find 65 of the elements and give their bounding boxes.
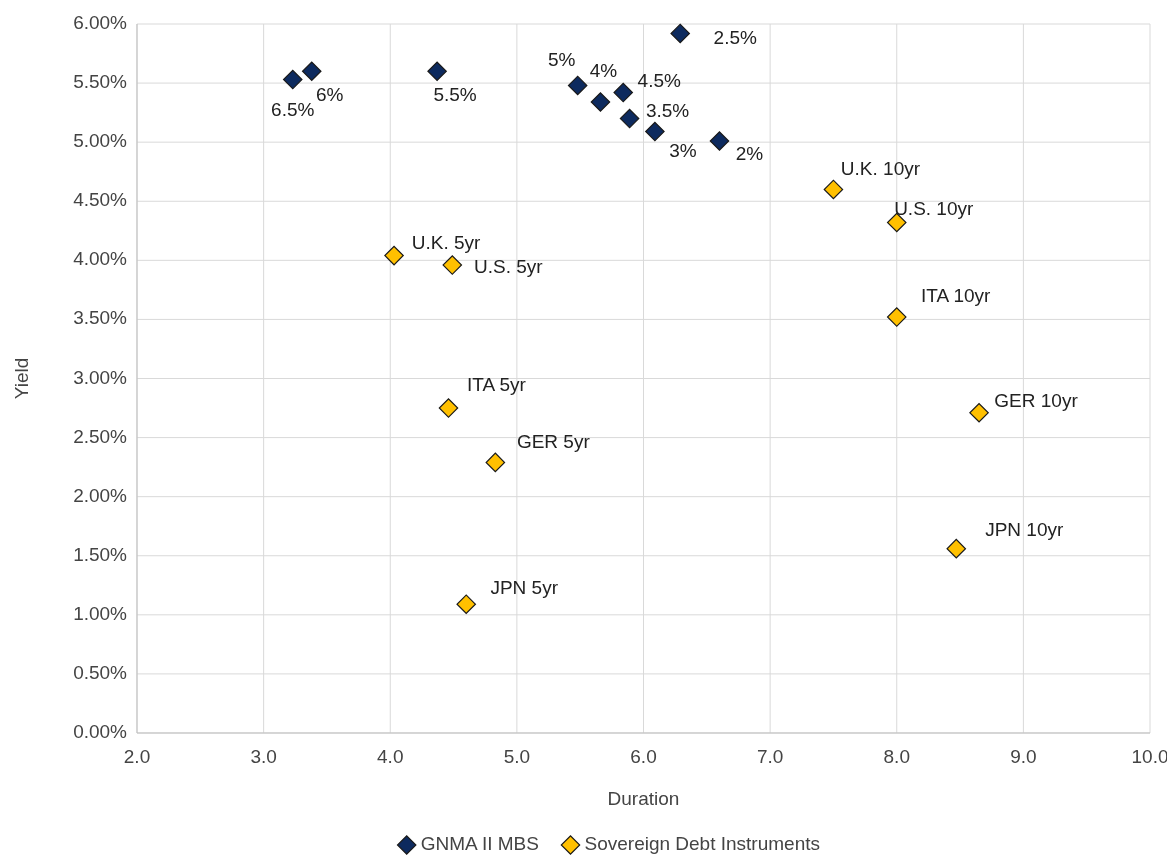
annotation: 3.5% — [645, 99, 690, 121]
x-tick-label: 6.0 — [630, 746, 657, 767]
point — [301, 61, 322, 82]
point — [456, 594, 477, 614]
annotation: U.K. 5yr — [411, 231, 482, 253]
point — [442, 255, 463, 275]
point — [282, 69, 303, 90]
point — [670, 23, 691, 44]
y-tick-label: 2.00% — [73, 484, 128, 506]
annotation: 4% — [589, 60, 618, 82]
annotation: JPN 10yr — [985, 518, 1064, 540]
y-tick-label: 4.50% — [73, 189, 128, 211]
point — [438, 398, 459, 418]
annotation: U.K. 10yr — [840, 158, 921, 180]
annotation: 3% — [669, 139, 697, 161]
annotation: U.S. 5yr — [473, 256, 544, 278]
annotation: JPN 5yr — [490, 577, 559, 599]
point — [823, 179, 844, 200]
annotation: 5% — [547, 49, 576, 71]
annotation: GER 5yr — [516, 431, 591, 453]
y-tick-label: 2.50% — [73, 425, 128, 447]
point — [619, 108, 640, 129]
annotation: 6.5% — [271, 98, 315, 120]
annotation: 4.5% — [637, 69, 681, 91]
y-axis-title: Yield — [11, 357, 32, 400]
y-tick-label: 3.00% — [73, 366, 128, 388]
annotation: GER 10yr — [994, 389, 1079, 411]
y-tick-label: 0.00% — [73, 721, 128, 743]
x-tick-label: 4.0 — [377, 746, 404, 767]
x-tick-label: 3.0 — [250, 746, 277, 767]
point — [946, 538, 967, 559]
annotation: 2.5% — [713, 27, 757, 49]
y-tick-label: 6.00% — [73, 12, 128, 34]
point — [709, 131, 730, 151]
x-tick-label: 7.0 — [756, 746, 784, 767]
x-tick-label: 10.0 — [1131, 746, 1167, 767]
point — [567, 75, 588, 96]
point — [645, 121, 665, 142]
y-tick-label: 5.50% — [73, 71, 128, 93]
x-tick-label: 9.0 — [1010, 746, 1037, 767]
legend-label: Sovereign Debt Instruments — [584, 833, 821, 855]
point — [384, 245, 404, 266]
y-tick-label: 5.00% — [73, 130, 128, 152]
point — [613, 82, 634, 103]
point — [427, 61, 447, 82]
point — [886, 307, 907, 327]
x-tick-label: 8.0 — [883, 746, 910, 767]
legend-label: GNMA II MBS — [420, 833, 539, 855]
x-axis-title: Duration — [607, 788, 680, 809]
point — [485, 452, 506, 473]
y-tick-label: 3.50% — [73, 307, 128, 329]
x-tick-label: 5.0 — [503, 746, 531, 767]
y-tick-label: 0.50% — [73, 661, 128, 683]
annotation: ITA 5yr — [467, 374, 527, 396]
annotation: 6% — [316, 84, 344, 106]
annotation: 2% — [735, 143, 764, 164]
y-tick-label: 1.50% — [73, 543, 128, 565]
y-tick-label: 1.00% — [73, 602, 128, 624]
x-tick-label: 2.0 — [123, 746, 151, 767]
annotation: 5.5% — [433, 84, 477, 106]
annotation: ITA 10yr — [921, 285, 992, 307]
point — [590, 92, 611, 112]
point — [969, 402, 989, 423]
annotation: U.S. 10yr — [894, 197, 975, 219]
y-tick-label: 4.00% — [73, 248, 128, 270]
